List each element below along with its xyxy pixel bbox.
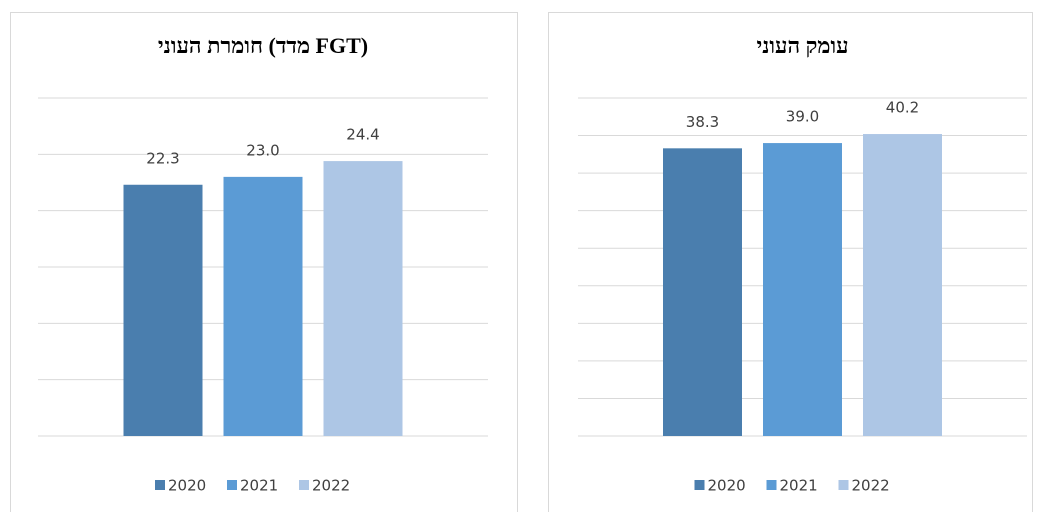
legend-swatch [838, 480, 849, 490]
legend-swatch [155, 480, 165, 490]
bar [323, 161, 403, 437]
value-label: 38.3 [686, 113, 719, 131]
value-label: 40.2 [886, 99, 919, 117]
chart-title: עומק העוני [756, 33, 848, 58]
legend-label: 2020 [708, 477, 746, 495]
legend-swatch [227, 480, 237, 490]
value-label: 39.0 [786, 108, 819, 126]
bar [223, 176, 303, 436]
chart-title: חומרת העוני (מדד FGT) [158, 33, 368, 58]
legend-label: 2022 [852, 477, 890, 495]
bar [763, 143, 842, 437]
bar [863, 134, 942, 436]
legend-label: 2021 [240, 477, 278, 495]
bar [663, 148, 742, 436]
value-label: 22.3 [146, 149, 179, 167]
legend-swatch [766, 480, 777, 490]
legend-swatch [694, 480, 705, 490]
legend-label: 2021 [780, 477, 818, 495]
legend-swatch [299, 480, 309, 490]
legend-label: 2020 [168, 477, 206, 495]
legend-label: 2022 [312, 477, 350, 495]
value-label: 23.0 [246, 141, 279, 159]
bar [123, 184, 203, 436]
value-label: 24.4 [346, 126, 379, 144]
